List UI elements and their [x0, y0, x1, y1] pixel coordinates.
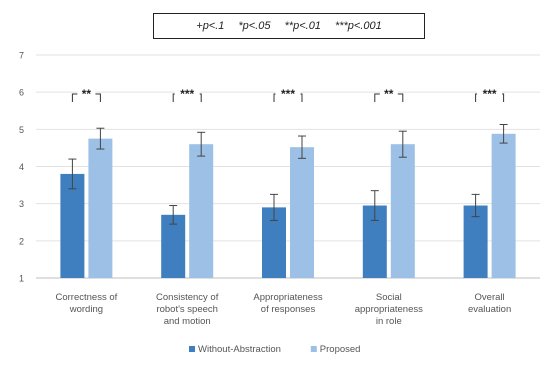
- x-tick-label: Consistency of: [156, 292, 219, 303]
- y-tick-label: 5: [19, 125, 24, 135]
- bar-proposed: [189, 144, 214, 278]
- y-tick-label: 1: [19, 274, 24, 284]
- x-tick-label: Overall: [475, 292, 505, 303]
- significance-label: ***: [281, 87, 295, 101]
- y-tick-label: 4: [19, 162, 24, 172]
- bar-proposed: [88, 138, 113, 278]
- significance-label: **: [82, 87, 92, 101]
- legend-label-proposed: Proposed: [320, 344, 361, 355]
- x-tick-label: evaluation: [468, 304, 511, 315]
- y-tick-label: 2: [19, 236, 24, 246]
- x-tick-label: Social: [376, 292, 402, 303]
- significance-label: ***: [180, 87, 194, 101]
- legend-label-without-abstraction: Without-Abstraction: [198, 344, 281, 355]
- legend-swatch-without-abstraction: [189, 346, 195, 352]
- x-tick-label: in role: [376, 316, 402, 327]
- significance-label-bg: [477, 91, 503, 98]
- bar-proposed: [290, 147, 314, 278]
- bar-without-abstraction: [161, 214, 186, 278]
- y-tick-label: 3: [19, 199, 24, 209]
- bar-proposed: [491, 133, 516, 278]
- sig-key-p001a: **p<.01: [284, 20, 321, 32]
- significance-label-bg: [275, 91, 301, 98]
- significance-label-bg: [379, 91, 398, 98]
- bar-without-abstraction: [463, 205, 488, 278]
- x-tick-label: appropriateness: [355, 304, 423, 315]
- sig-key-p001b: ***p<.001: [334, 20, 382, 32]
- sig-key-p01: +p<.1: [196, 20, 225, 32]
- x-tick-label: robot's speech: [156, 304, 218, 315]
- x-tick-label: and motion: [164, 316, 211, 327]
- significance-label: **: [384, 87, 394, 101]
- x-tick-label: Appropriateness: [253, 292, 322, 303]
- x-tick-label: of responses: [261, 304, 316, 315]
- bar-without-abstraction: [60, 173, 85, 278]
- significance-label: ***: [483, 87, 497, 101]
- significance-label-bg: [174, 91, 200, 98]
- sig-key-p05: *p<.05: [238, 20, 271, 32]
- legend-swatch-proposed: [310, 346, 317, 352]
- y-tick-label: 7: [19, 51, 24, 61]
- significance-key: +p<.1 *p<.05 **p<.01 ***p<.001: [153, 13, 425, 39]
- x-tick-label: Correctness of: [56, 292, 118, 303]
- x-tick-label: wording: [69, 304, 103, 315]
- significance-label-bg: [77, 91, 96, 98]
- y-tick-label: 6: [19, 88, 24, 98]
- bar-proposed: [390, 144, 415, 278]
